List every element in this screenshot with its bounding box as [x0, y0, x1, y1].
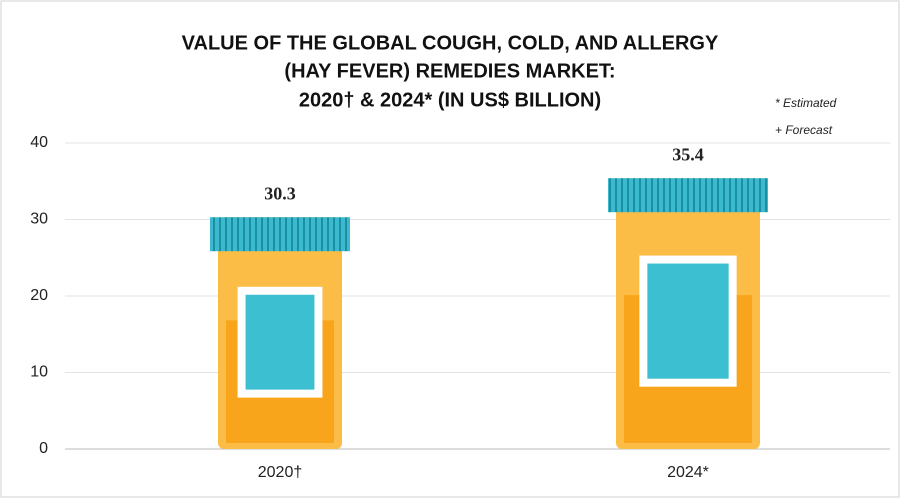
plot: 2020† 30.3 2024* 35.4: [210, 144, 768, 481]
chart-title: 2020† & 2024* (IN US$ BILLION): [299, 89, 601, 111]
bottle-label: [237, 286, 323, 398]
y-tick-label: 30: [30, 211, 48, 228]
bottle: [608, 178, 768, 449]
bottle-label: [639, 255, 737, 387]
y-tick-label: 20: [30, 287, 48, 304]
y-tick-label: 40: [30, 134, 48, 151]
y-tick-label: 10: [30, 364, 48, 381]
bottle: [210, 217, 350, 449]
footnote: + Forecast: [775, 123, 833, 137]
x-tick-label: 2024*: [667, 464, 709, 481]
bottle-cap: [608, 178, 768, 213]
footnote: * Estimated: [775, 96, 837, 110]
value-label: 35.4: [672, 144, 704, 164]
chart-title: (HAY FEVER) REMEDIES MARKET:: [284, 60, 615, 82]
value-label: 30.3: [264, 183, 296, 203]
y-tick-label: 0: [39, 440, 48, 457]
chart-title: VALUE OF THE GLOBAL COUGH, COLD, AND ALL…: [182, 32, 719, 54]
x-tick-label: 2020†: [258, 464, 303, 481]
bottle-cap: [210, 217, 350, 252]
